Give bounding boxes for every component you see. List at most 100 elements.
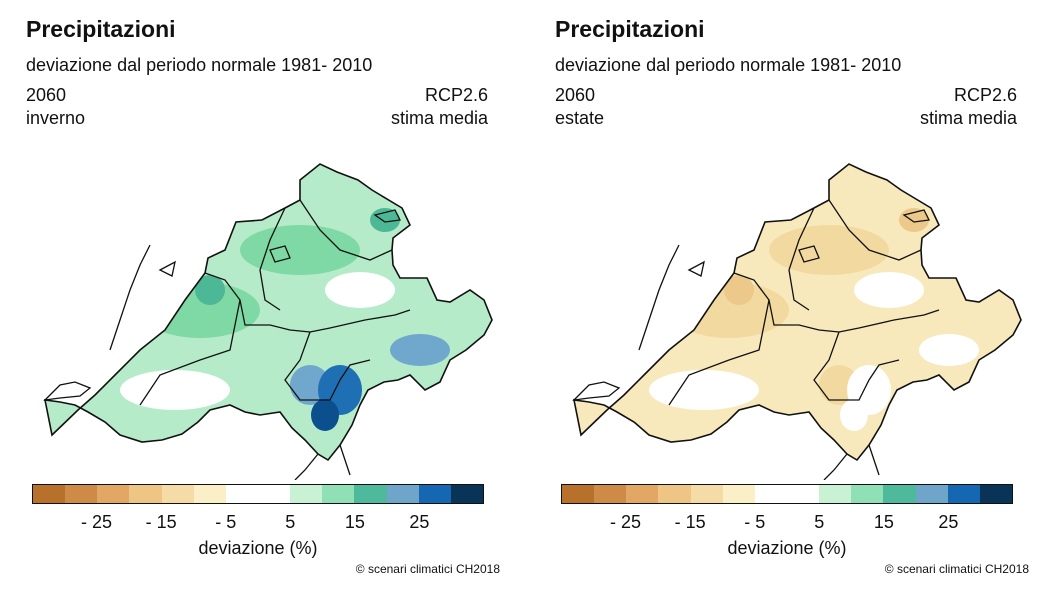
colorbar-tick-label: 25 [938, 512, 959, 532]
colorbar-bin [658, 485, 691, 503]
colorbar-bin [754, 485, 787, 503]
colorbar-tick-label: 25 [409, 512, 430, 532]
colorbar-bin [883, 485, 916, 503]
colorbar-tick-label: 5 [814, 512, 825, 532]
colorbar-bin [322, 485, 355, 503]
colorbar-bin [97, 485, 130, 503]
colorbar [32, 484, 484, 504]
lake-outline [798, 245, 820, 263]
colorbar-bin [722, 485, 755, 503]
panel-subtitle: deviazione dal periodo normale 1981- 201… [555, 55, 902, 75]
colorbar-bin [626, 485, 659, 503]
switzerland-map [43, 163, 493, 480]
canton-borders [572, 199, 940, 480]
colorbar-tick-label: - 15 [145, 512, 177, 532]
period-year: 2060 [555, 85, 596, 105]
region-border [813, 331, 900, 401]
colorbar-bin [979, 485, 1012, 503]
deviation-patch [854, 272, 924, 308]
colorbar-bin [819, 485, 852, 503]
deviation-patch [90, 333, 130, 357]
region-border [309, 309, 411, 333]
colorbar-bin [786, 485, 820, 503]
lake-outline [572, 381, 621, 401]
region-border [638, 244, 680, 351]
deviation-patch [724, 275, 754, 305]
deviation-patch [919, 334, 979, 366]
region-border [299, 199, 393, 261]
country-border [572, 163, 1022, 462]
region-border [204, 272, 311, 333]
lake-outline [687, 260, 705, 277]
deviation-patch [390, 334, 450, 366]
colorbar-tick-label: - 25 [610, 512, 642, 532]
summer-map-panel: Precipitazioni deviazione dal periodo no… [529, 0, 1049, 593]
country-border [43, 163, 493, 462]
colorbar-bin [257, 485, 291, 503]
colorbar-bin [851, 485, 884, 503]
panel-title: Precipitazioni [555, 16, 705, 42]
season-label: estate [555, 108, 605, 128]
colorbar-label: deviazione (%) [727, 538, 847, 558]
region-border [838, 309, 940, 333]
deviation-patch [195, 275, 225, 305]
deviation-patch [769, 225, 889, 275]
region-border [788, 207, 815, 311]
estimate-label: stima media [919, 108, 1017, 128]
colorbar-bin [418, 485, 451, 503]
region-border [259, 207, 286, 311]
country-fill [574, 164, 1021, 460]
lake-outline [269, 245, 291, 263]
colorbar-ticks: - 25 - 15 - 5 5 15 25 [561, 512, 1013, 534]
colorbar-bin [161, 485, 194, 503]
colorbar-tick-label: 15 [344, 512, 365, 532]
colorbar-bin [947, 485, 980, 503]
colorbar-tick-label: 15 [873, 512, 894, 532]
switzerland-map [572, 163, 1022, 480]
colorbar-tick-label: - 25 [81, 512, 113, 532]
region-border [339, 444, 351, 476]
lake-outline [373, 209, 401, 223]
colorbar-bin [386, 485, 419, 503]
region-border [294, 453, 319, 480]
panel-subtitle: deviazione dal periodo normale 1981- 201… [26, 55, 373, 75]
deviation-patch [649, 370, 759, 410]
period-year: 2060 [26, 85, 67, 105]
colorbar-tick-label: - 5 [744, 512, 766, 532]
colorbar-bin [354, 485, 387, 503]
lake-outline [158, 260, 176, 277]
colorbar-tick-label: - 15 [674, 512, 706, 532]
colorbar-label: deviazione (%) [198, 538, 318, 558]
deviation-patch [240, 225, 360, 275]
season-label: inverno [26, 108, 86, 128]
credit-text: © scenari climatici CH2018 [355, 562, 500, 576]
region-border [284, 331, 371, 401]
scenario-label: RCP2.6 [953, 85, 1017, 105]
estimate-label: stima media [390, 108, 488, 128]
deviation-patch [325, 272, 395, 308]
colorbar-bin [290, 485, 323, 503]
colorbar-bin [129, 485, 162, 503]
colorbar-bin [690, 485, 723, 503]
colorbar-bin [193, 485, 226, 503]
deviation-patch [120, 370, 230, 410]
deviation-patch [311, 399, 339, 431]
credit-text: © scenari climatici CH2018 [884, 562, 1029, 576]
lake-outline [43, 381, 92, 401]
colorbar-bin [225, 485, 258, 503]
region-border [733, 272, 840, 333]
country-fill [45, 164, 492, 460]
deviation-patch [840, 399, 868, 431]
colorbar-ticks: - 25 - 15 - 5 5 15 25 [32, 512, 484, 534]
region-border [139, 299, 241, 406]
canton-borders [43, 199, 411, 480]
colorbar-bin [65, 485, 98, 503]
colorbar-bin [915, 485, 948, 503]
region-border [668, 299, 770, 406]
region-border [828, 199, 922, 261]
colorbar-bin [33, 485, 66, 503]
region-border [109, 244, 151, 351]
region-border [868, 444, 880, 476]
colorbar-bin [450, 485, 483, 503]
winter-map-panel: Precipitazioni deviazione dal periodo no… [0, 0, 520, 593]
